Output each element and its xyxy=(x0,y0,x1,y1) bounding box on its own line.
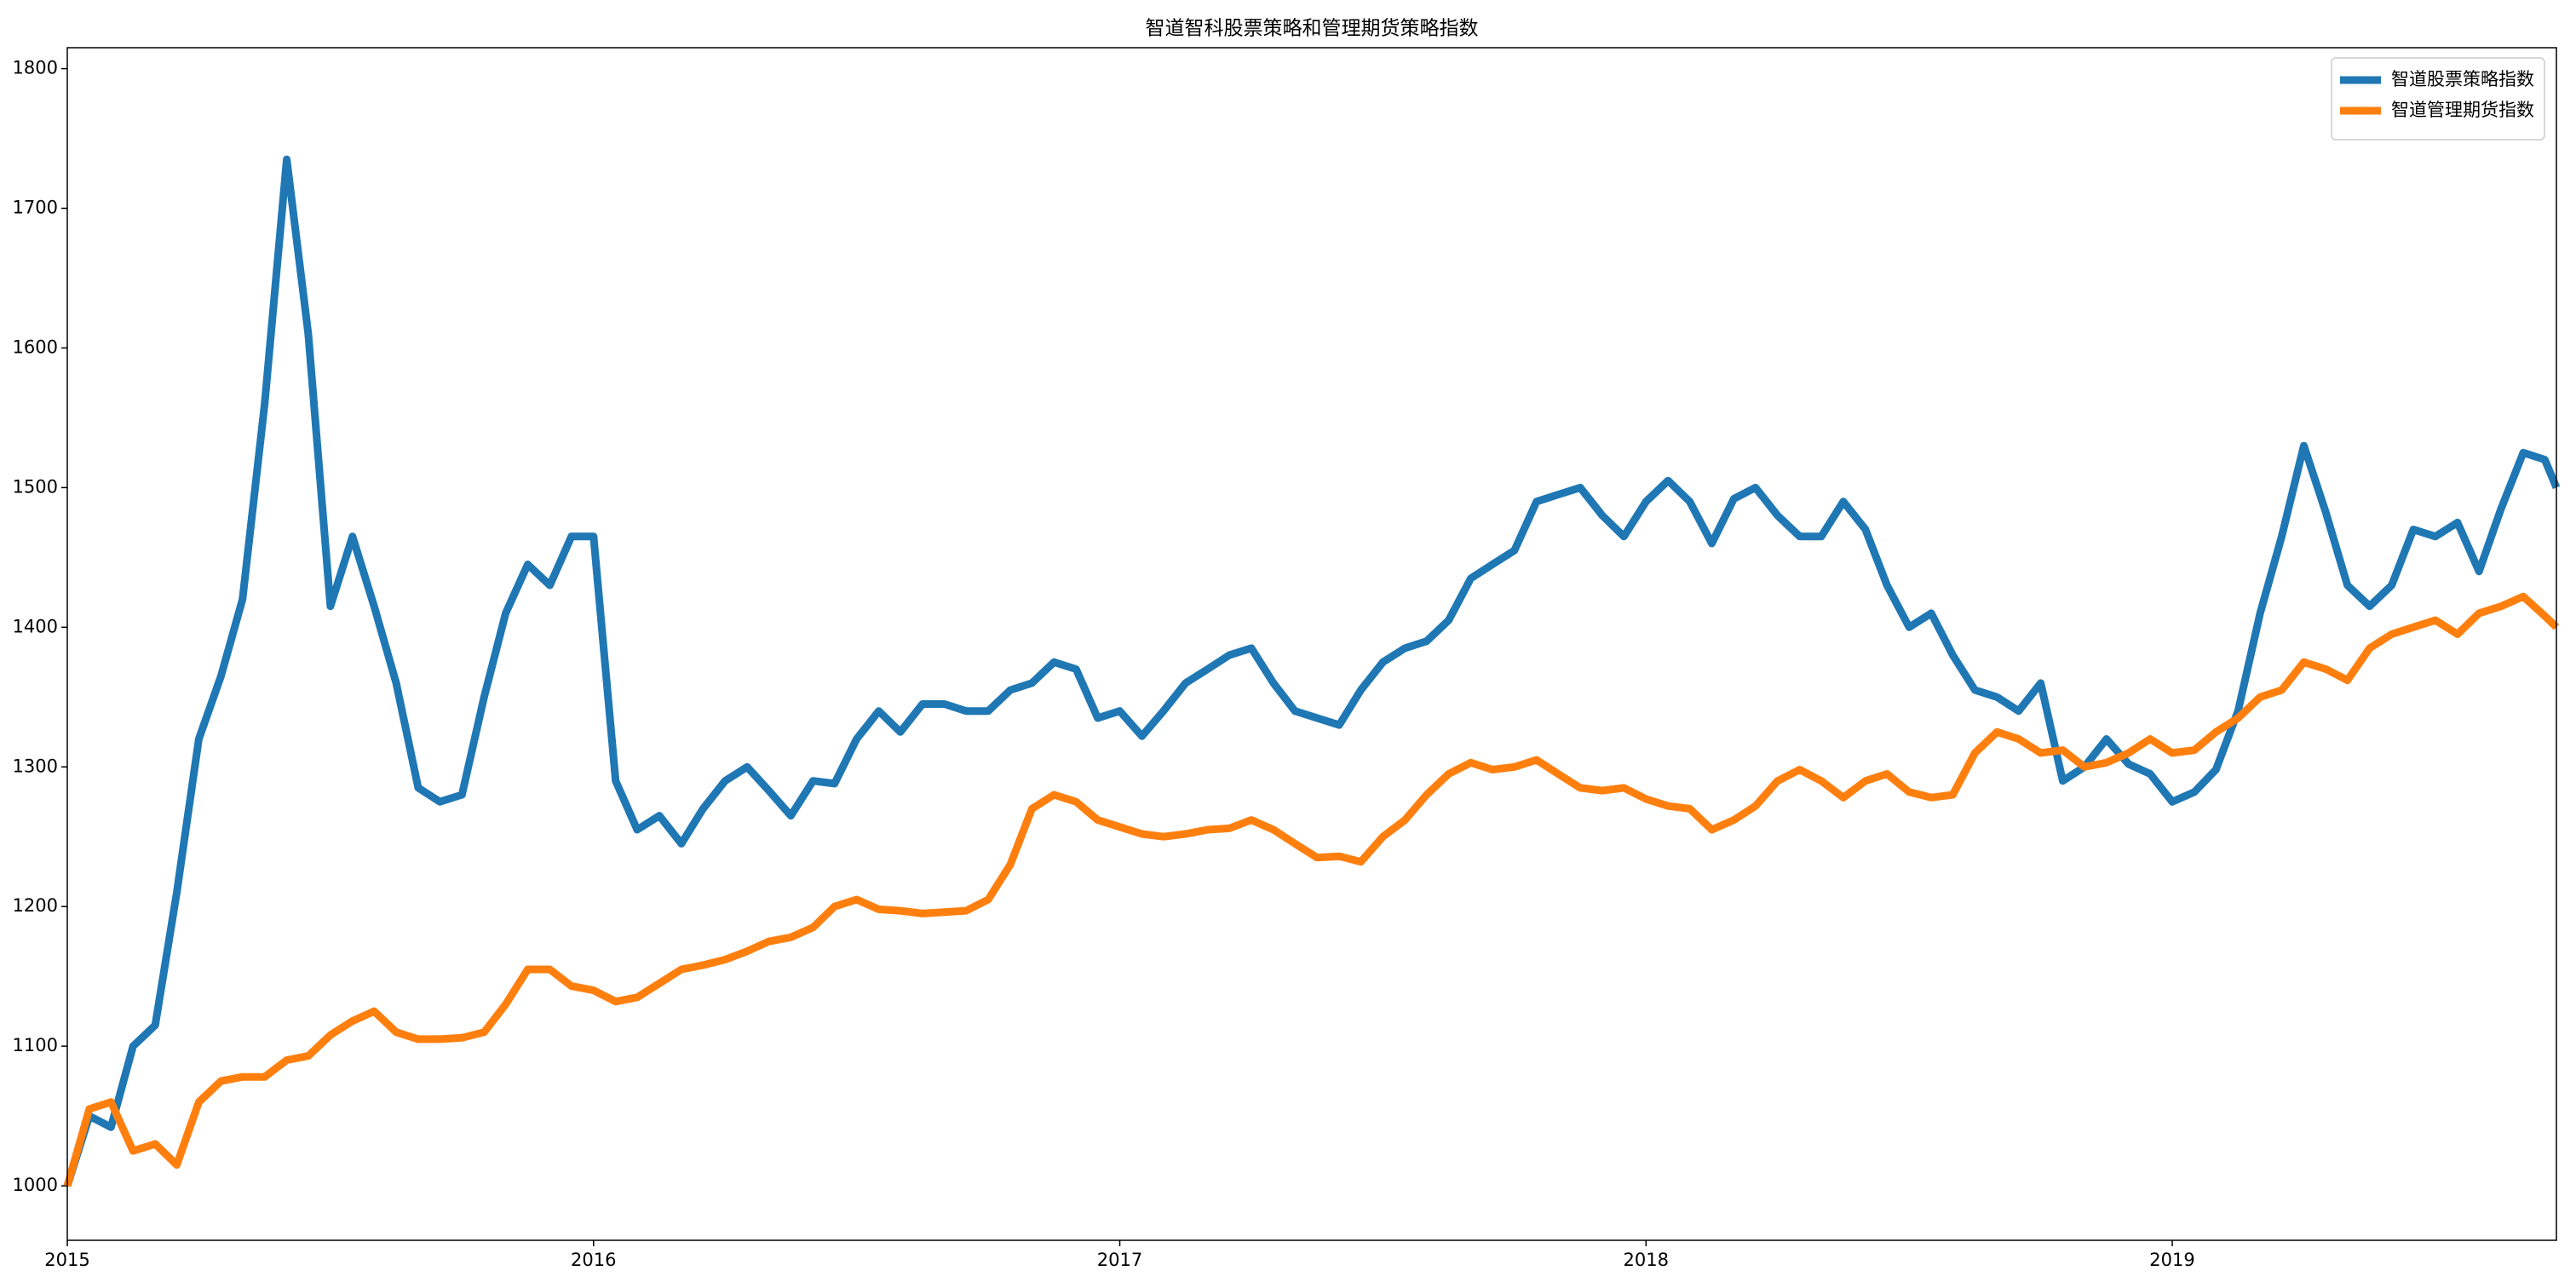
y-tick-label: 1700 xyxy=(13,198,58,218)
y-tick-label: 1500 xyxy=(13,476,58,497)
y-tick-label: 1000 xyxy=(13,1175,58,1195)
legend-label: 智道股票策略指数 xyxy=(2391,69,2534,89)
y-tick-label: 1200 xyxy=(13,895,58,916)
y-tick-label: 1600 xyxy=(13,336,58,357)
series-line xyxy=(63,592,2560,1187)
x-tick-label: 2015 xyxy=(44,1250,89,1270)
x-tick-label: 2016 xyxy=(571,1250,616,1270)
legend-label: 智道管理期货指数 xyxy=(2391,100,2534,120)
y-tick-label: 1400 xyxy=(13,616,58,636)
y-tick-label: 1100 xyxy=(13,1035,58,1055)
plot-frame xyxy=(66,47,2557,1241)
x-tick-label: 2019 xyxy=(2149,1250,2194,1270)
y-tick-label: 1800 xyxy=(13,58,58,78)
chart-title: 智道智科股票策略和管理期货策略指数 xyxy=(1146,18,1479,40)
legend-box xyxy=(2331,57,2545,141)
series-line xyxy=(63,155,2561,1187)
x-tick-label: 2018 xyxy=(1624,1250,1669,1270)
y-tick-label: 1300 xyxy=(13,756,58,776)
x-tick-label: 2017 xyxy=(1097,1250,1142,1270)
